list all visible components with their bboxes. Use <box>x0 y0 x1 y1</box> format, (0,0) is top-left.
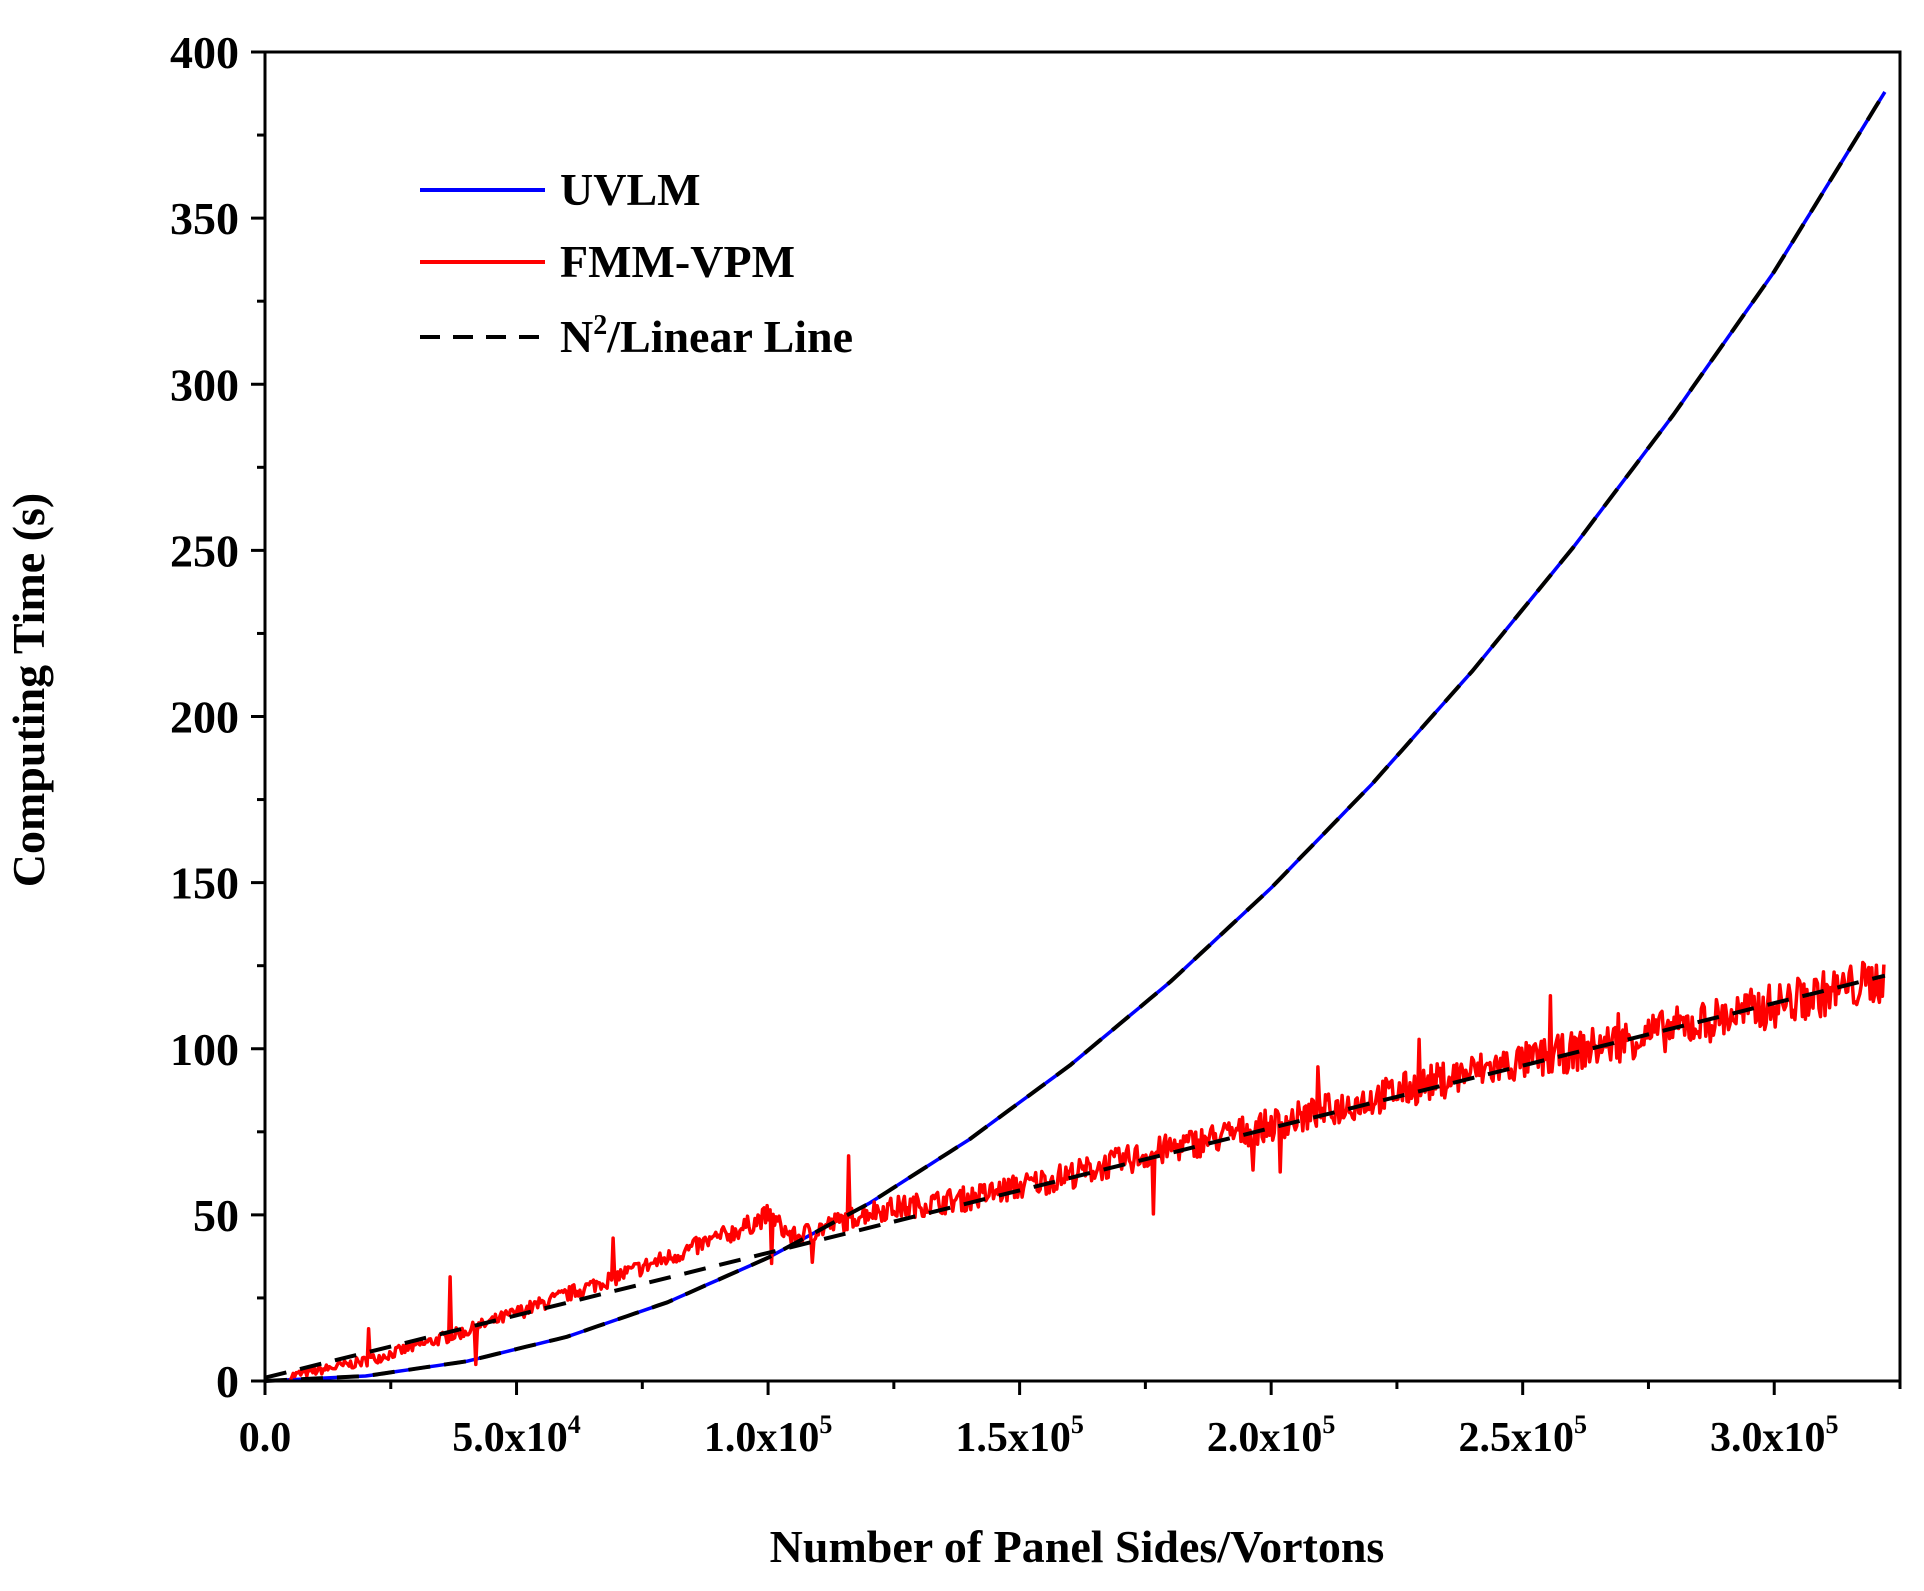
y-tick-label: 150 <box>170 858 239 909</box>
y-tick-label: 50 <box>193 1190 239 1241</box>
x-tick-label: 2.5x105 <box>1458 1410 1587 1461</box>
x-tick-label: 1.5x105 <box>955 1410 1084 1461</box>
y-tick-label: 300 <box>170 359 239 410</box>
y-tick-label: 400 <box>170 27 239 78</box>
y-tick-label: 100 <box>170 1024 239 1075</box>
x-tick-label: 1.0x105 <box>704 1410 833 1461</box>
legend-label-fit-base: N <box>560 311 593 362</box>
y-tick-label: 350 <box>170 193 239 244</box>
legend-label-fit-suffix: /Linear Line <box>606 311 853 362</box>
x-tick-label: 3.0x105 <box>1710 1410 1839 1461</box>
y-axis-label: Computing Time (s) <box>3 493 54 887</box>
x-tick-label: 2.0x105 <box>1207 1410 1336 1461</box>
legend-label-uvlm: UVLM <box>560 164 701 215</box>
x-tick-label: 0.0 <box>239 1415 292 1461</box>
legend-label-fmm-vpm: FMM-VPM <box>560 236 795 287</box>
y-tick-label: 0 <box>216 1356 239 1407</box>
y-tick-label: 200 <box>170 692 239 743</box>
x-axis-label: Number of Panel Sides/Vortons <box>770 1521 1385 1572</box>
legend-label-fit-sup: 2 <box>593 310 607 341</box>
y-tick-label: 250 <box>170 525 239 576</box>
x-tick-label: 5.0x104 <box>452 1410 581 1461</box>
